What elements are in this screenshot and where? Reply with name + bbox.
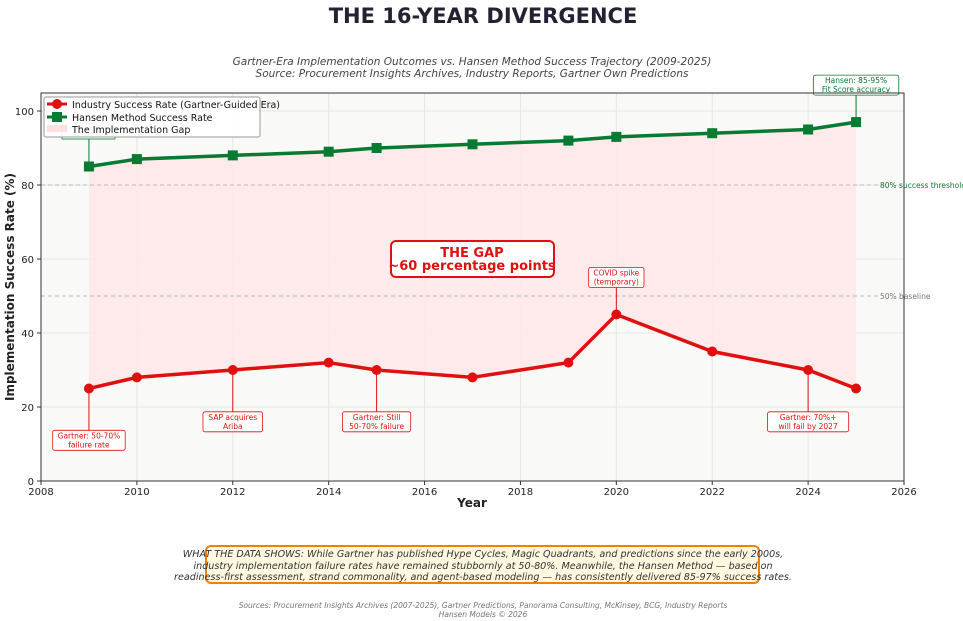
gap-label-line1: THE GAP [440, 246, 503, 261]
x-tick-label: 2024 [795, 487, 820, 498]
legend-marker-industry [52, 99, 62, 109]
legend-label-hansen: Hansen Method Success Rate [72, 113, 213, 124]
legend-label-industry: Industry Success Rate (Gartner-Guided Er… [72, 100, 280, 111]
data-point [227, 150, 238, 161]
annotation-text: COVID spike [593, 269, 639, 278]
y-tick-label: 100 [15, 107, 34, 118]
y-axis-label: Implementation Success Rate (%) [3, 173, 17, 401]
reference-label: 50% baseline [880, 292, 931, 301]
data-point [131, 154, 142, 165]
x-axis-label: Year [456, 496, 487, 510]
gap-label-line2: ~60 percentage points [388, 259, 556, 274]
annotation-text: Fit Score accuracy [822, 85, 891, 94]
x-tick-label: 2018 [508, 487, 533, 498]
annotation-text: failure rate [68, 440, 110, 449]
x-tick-label: 2010 [124, 487, 149, 498]
annotation-box [52, 429, 126, 451]
data-point [467, 372, 478, 383]
y-tick-label: 60 [21, 255, 34, 266]
x-tick-label: 2012 [220, 487, 245, 498]
annotation-text: Hansen: 85-95% [825, 76, 887, 85]
reference-lines: 80% success threshold 50% baseline [41, 181, 963, 301]
insight-line-2: industry implementation failure rates ha… [193, 561, 772, 572]
data-point [563, 357, 574, 368]
data-point [803, 124, 814, 135]
annotation-text: Gartner: 50-70% [58, 431, 121, 440]
annotation-box [812, 74, 900, 96]
data-point [467, 139, 478, 150]
insight-line-3: readiness-first assessment, strand commo… [174, 572, 792, 583]
data-point [131, 372, 142, 383]
data-point [371, 143, 382, 153]
annotation-text: Ariba [223, 422, 243, 431]
data-point [707, 346, 718, 357]
annotation-box [588, 267, 645, 288]
annotation-text: Gartner: 70%+ [780, 413, 837, 422]
x-tick-label: 2016 [412, 487, 437, 498]
annotation-text: Gartner: Still [353, 413, 401, 422]
y-tick-label: 40 [21, 329, 34, 340]
sources-text: Sources: Procurement Insights Archives (… [239, 601, 728, 610]
chart-source: Source: Procurement Insights Archives, I… [256, 68, 689, 80]
data-point [83, 161, 94, 172]
legend-label-gap: The Implementation Gap [71, 125, 190, 136]
annotation-text: will fail by 2027 [778, 422, 837, 431]
x-tick-label: 2008 [28, 487, 53, 498]
y-tick-label: 20 [21, 403, 34, 414]
x-tick-label: 2020 [604, 487, 629, 498]
ticks: 2008 2010 2012 2014 2016 2018 2020 2022 2024 2026… [15, 107, 917, 498]
data-point [563, 135, 574, 146]
annotation-box [342, 411, 412, 433]
gap-label: THE GAP ~60 percentage points [388, 240, 556, 278]
plot-frame [40, 92, 905, 482]
annotation-text: 50-70% failure [349, 422, 404, 431]
series [83, 117, 862, 394]
data-point [323, 146, 334, 157]
x-tick-label: 2014 [316, 487, 341, 498]
insight-box: WHAT THE DATA SHOWS: While Gartner has p… [174, 545, 792, 584]
annotation-text: SAP acquires [208, 413, 257, 422]
chart-title: THE 16-YEAR DIVERGENCE [329, 4, 638, 28]
insight-line-1: WHAT THE DATA SHOWS: While Gartner has p… [183, 549, 783, 560]
data-point [851, 383, 862, 394]
x-tick-label: 2022 [699, 487, 724, 498]
reference-label: 80% success threshold [880, 181, 963, 190]
legend-marker-gap [47, 125, 67, 132]
data-point [323, 357, 334, 368]
annotation-box [767, 411, 850, 433]
chart-subtitle: Gartner-Era Implementation Outcomes vs. … [233, 56, 712, 68]
data-point [707, 128, 718, 139]
annotation-box [202, 411, 263, 433]
legend: Industry Success Rate (Gartner-Guided Er… [43, 96, 280, 138]
copyright-text: Hansen Models © 2026 [439, 610, 528, 619]
y-tick-label: 0 [28, 477, 34, 488]
annotation-text: (temporary) [594, 278, 639, 287]
data-point [611, 131, 622, 142]
y-tick-label: 80 [21, 181, 34, 192]
x-tick-label: 2026 [891, 487, 916, 498]
legend-marker-hansen [52, 112, 62, 122]
